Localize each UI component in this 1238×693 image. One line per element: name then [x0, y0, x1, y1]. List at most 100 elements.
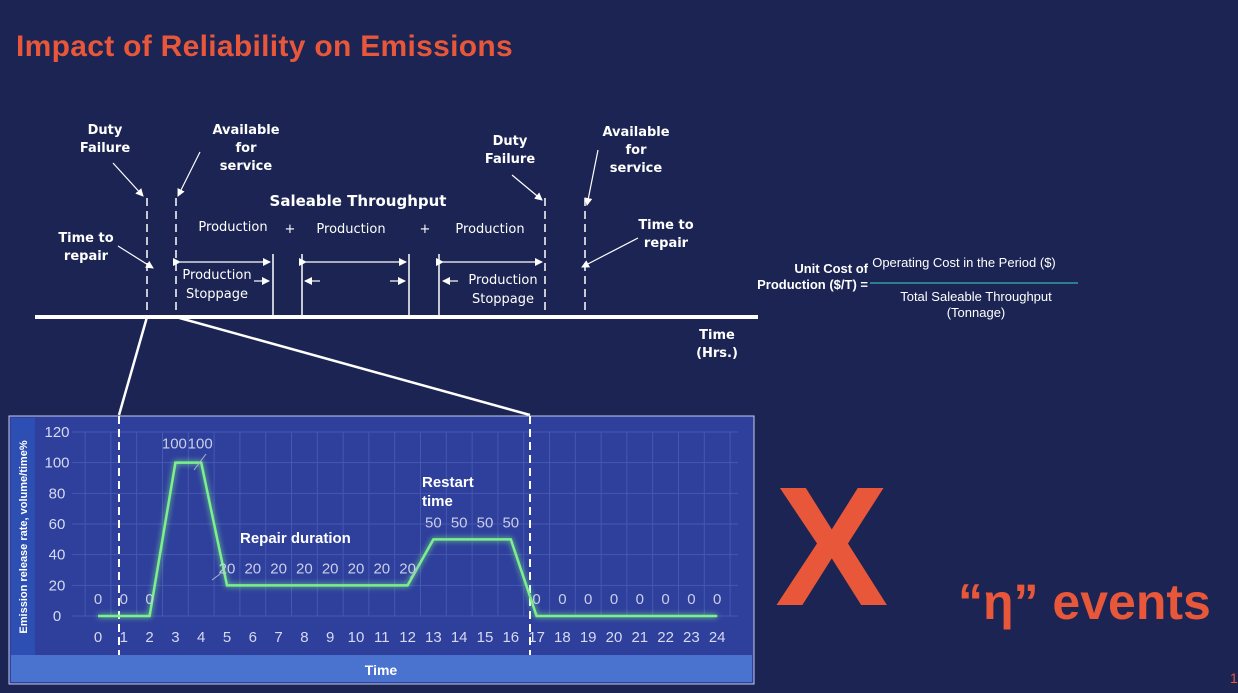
y-tick-label: 40 [49, 547, 66, 564]
saleable-throughput-label: Saleable Throughput [269, 192, 447, 210]
duty-failure-pointer [112, 162, 144, 197]
x-tick-label: 23 [683, 629, 700, 646]
zoom-line-right [175, 315, 531, 417]
ylabel-band [11, 418, 35, 655]
available-pointer [177, 151, 201, 197]
chart-frame [8, 415, 755, 685]
x-tick-label: 16 [502, 629, 519, 646]
x-tick-label: 15 [477, 629, 494, 646]
available-for-service-label-1: Available for service [212, 123, 280, 174]
label-leader [193, 453, 207, 471]
formula-numerator: Operating Cost in the Period ($) [872, 255, 1056, 270]
production-stoppage-label-2: Production Stoppage [468, 273, 538, 307]
x-tick-label: 5 [223, 629, 231, 646]
x-tick-label: 0 [94, 629, 102, 646]
emission-series-line [98, 461, 718, 618]
data-label: 20 [270, 560, 287, 577]
available-pointer [584, 149, 599, 206]
x-tick-label: 9 [326, 629, 334, 646]
data-label: 0 [636, 591, 644, 608]
data-label: 20 [348, 560, 365, 577]
data-label: 50 [451, 514, 468, 531]
x-axis-label: Time [365, 662, 398, 678]
time-to-repair-label-2: Time to repair [638, 218, 694, 251]
x-tick-label: 24 [709, 629, 726, 646]
data-label: 0 [120, 591, 128, 608]
data-label: 0 [661, 591, 669, 608]
production-label-1: Production [198, 220, 268, 235]
y-axis-label: Emission release rate, volume/time% [18, 440, 30, 633]
x-tick-label: 20 [606, 629, 623, 646]
label-leader [211, 573, 221, 581]
time-to-repair-label-1: Time to repair [58, 231, 114, 264]
page-title: Impact of Reliability on Emissions [16, 30, 513, 63]
xlabel-band [11, 655, 752, 682]
data-label: 0 [145, 591, 153, 608]
data-label: 0 [610, 591, 618, 608]
data-label: 50 [425, 514, 442, 531]
data-label: 20 [296, 560, 313, 577]
x-tick-label: 21 [631, 629, 648, 646]
multiply-symbol: X [775, 452, 889, 642]
x-tick-label: 6 [249, 629, 257, 646]
data-label: 20 [373, 560, 390, 577]
repair-pointer [117, 245, 154, 269]
x-tick-label: 2 [145, 629, 153, 646]
y-tick-label: 80 [49, 485, 66, 502]
formula-denominator: Total Saleable Throughput (Tonnage) [900, 289, 1052, 320]
data-label: 0 [687, 591, 695, 608]
data-label: 100 [188, 436, 213, 453]
x-tick-label: 8 [300, 629, 308, 646]
x-tick-label: 19 [580, 629, 597, 646]
data-label: 0 [532, 591, 540, 608]
duty-failure-pointer [511, 174, 543, 201]
x-tick-label: 14 [451, 629, 468, 646]
x-tick-label: 4 [197, 629, 205, 646]
x-tick-label: 22 [657, 629, 674, 646]
data-label: 100 [162, 436, 187, 453]
plus-sign-1: + [284, 222, 296, 237]
production-stoppage-label-1: Production Stoppage [182, 268, 252, 302]
time-axis-label: Time (Hrs.) [696, 328, 738, 361]
y-tick-label: 120 [44, 424, 69, 441]
data-label: 50 [502, 514, 519, 531]
data-label: 20 [244, 560, 261, 577]
data-label: 0 [584, 591, 592, 608]
x-tick-label: 11 [374, 629, 390, 646]
x-tick-label: 1 [120, 629, 128, 646]
y-tick-label: 20 [49, 577, 66, 594]
data-label: 0 [558, 591, 566, 608]
page-number: 1 [1230, 670, 1238, 686]
unit-cost-label: Unit Cost of Production ($/T) = [757, 261, 868, 292]
y-tick-label: 0 [53, 608, 61, 625]
data-label: 0 [94, 591, 102, 608]
production-label-2: Production [316, 222, 386, 237]
data-label: 20 [322, 560, 339, 577]
repair-pointer [581, 237, 639, 268]
plus-sign-2: + [419, 222, 431, 237]
events-label: “η” events [958, 574, 1211, 630]
y-tick-label: 100 [44, 455, 69, 472]
data-label: 20 [399, 560, 416, 577]
x-tick-label: 13 [425, 629, 442, 646]
x-tick-label: 7 [274, 629, 282, 646]
label-leader [409, 565, 420, 579]
available-for-service-label-2: Available for service [602, 125, 670, 176]
data-label: 20 [219, 560, 236, 577]
production-label-3: Production [455, 222, 525, 237]
restart-time-annotation: Restart time [422, 474, 474, 510]
duty-failure-label-2: Duty Failure [484, 134, 536, 167]
x-tick-label: 12 [399, 629, 416, 646]
y-tick-label: 60 [49, 516, 66, 533]
data-label: 50 [477, 514, 494, 531]
zoom-line-left [117, 316, 149, 416]
duty-failure-label-1: Duty Failure [79, 123, 131, 156]
x-tick-label: 17 [528, 629, 545, 646]
x-tick-label: 18 [554, 629, 571, 646]
x-tick-label: 10 [348, 629, 365, 646]
repair-duration-annotation: Repair duration [240, 530, 351, 547]
x-tick-label: 3 [171, 629, 179, 646]
data-label: 0 [713, 591, 721, 608]
